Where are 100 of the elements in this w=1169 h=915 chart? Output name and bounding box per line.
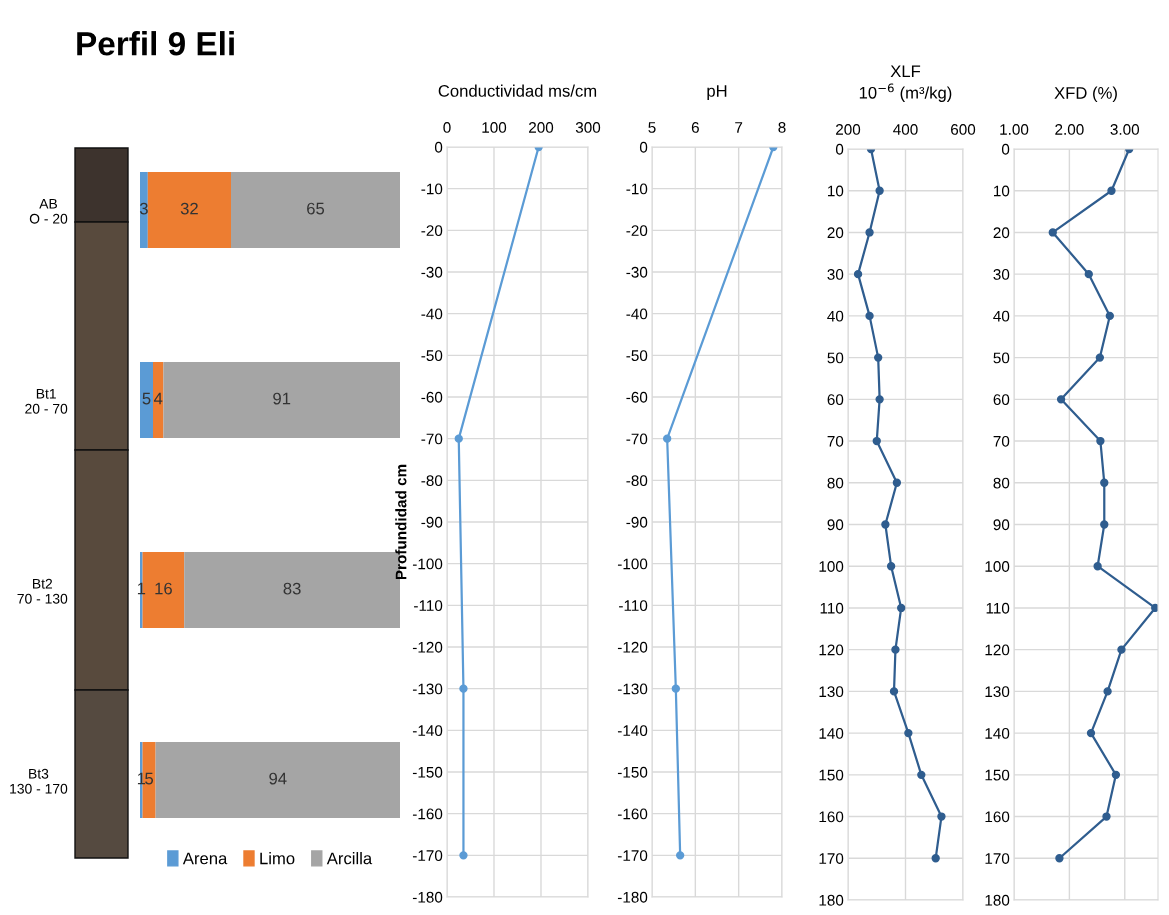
data-label: 32: [180, 202, 198, 215]
point: [1111, 770, 1121, 780]
y-tick-label: 180: [819, 894, 844, 906]
y-tick-label: 10: [994, 185, 1010, 197]
bar: [155, 742, 400, 818]
data-label: 1: [137, 772, 146, 785]
y-tick-label: -120: [617, 641, 648, 653]
data-label: 91: [273, 392, 291, 405]
y-tick-label: -170: [412, 850, 443, 862]
y-tick-label: -170: [617, 850, 648, 862]
y-tick-label: -90: [626, 516, 648, 528]
point: [937, 812, 946, 821]
y-tick-label: AB O - 20: [29, 199, 68, 224]
point: [1103, 687, 1112, 696]
bar: [140, 172, 148, 248]
point: [1055, 854, 1064, 863]
point: [897, 603, 906, 613]
point: [1095, 353, 1105, 362]
point: [881, 520, 890, 529]
chart-title: XFD (%): [1054, 86, 1117, 103]
y-tick-label: 90: [993, 519, 1010, 531]
y-tick-label: 60: [827, 394, 844, 406]
y-tick-label: -110: [414, 600, 443, 612]
y-tick-label: 140: [985, 727, 1010, 739]
bar: [140, 742, 143, 818]
y-tick-label: -70: [421, 433, 443, 445]
point: [917, 770, 926, 780]
point: [875, 395, 884, 404]
point: [889, 687, 899, 696]
y-tick-label: 50: [827, 352, 844, 364]
y-tick-label: 20: [993, 227, 1010, 239]
point: [1096, 436, 1105, 446]
y-tick-label: 0: [1001, 143, 1010, 155]
bar: [140, 552, 143, 628]
point: [1056, 395, 1066, 404]
y-tick-label: -30: [626, 266, 648, 278]
point: [1048, 228, 1057, 237]
point: [1100, 520, 1109, 529]
data-label: 83: [283, 582, 301, 595]
y-tick-label: -100: [617, 558, 648, 570]
data-label: 3: [139, 202, 148, 215]
y-tick-label: -50: [421, 350, 443, 362]
y-tick-label: -150: [412, 766, 443, 778]
point: [1084, 269, 1093, 279]
y-tick-label: 20: [827, 227, 844, 239]
y-tick-label: -60: [421, 391, 443, 403]
y-tick-label: 180: [985, 894, 1010, 906]
data-label: 65: [307, 202, 325, 215]
y-tick-label: 30: [827, 269, 844, 280]
y-tick-label: -30: [421, 266, 443, 278]
x-tick-label: 6: [691, 122, 699, 133]
y-tick-label: -40: [421, 308, 443, 320]
y-tick-label: 0: [835, 143, 844, 155]
y-tick-label: 70: [827, 435, 844, 447]
y-tick-label: -90: [421, 516, 443, 528]
x-tick-label: 100: [482, 122, 507, 133]
data-label: 5: [145, 772, 154, 785]
y-tick-label: 110: [986, 602, 1010, 614]
bar: [163, 362, 400, 438]
point: [1093, 562, 1102, 571]
x-tick-label: 7: [735, 122, 743, 133]
point: [874, 353, 883, 362]
y-tick-label: 120: [985, 644, 1010, 656]
x-tick-label: 0: [443, 122, 451, 133]
point: [1117, 645, 1126, 654]
x-tick-label: 1.00: [1000, 124, 1029, 135]
data-label: 5: [142, 392, 151, 405]
point: [891, 645, 900, 654]
data-label: 16: [155, 582, 172, 595]
y-tick-label: 170: [985, 853, 1010, 864]
point: [875, 186, 884, 195]
y-tick-label: 0: [434, 141, 443, 153]
y-tick-label: -20: [626, 225, 648, 237]
y-tick-label: -160: [412, 808, 443, 820]
y-tick-label: -110: [619, 600, 648, 612]
y-tick-label: -100: [412, 558, 443, 570]
point: [1100, 478, 1109, 487]
y-tick-label: -140: [412, 725, 443, 737]
data-label: 94: [269, 772, 287, 785]
x-tick-label: 8: [778, 122, 786, 133]
y-tick-label: 100: [819, 561, 844, 572]
y-tick-label: 140: [819, 727, 844, 739]
point: [872, 436, 881, 446]
y-tick-label: 80: [993, 477, 1010, 489]
y-tick-label: 120: [819, 644, 844, 656]
y-tick-label: -160: [617, 808, 648, 820]
y-axis-title: Profundidad cm: [395, 464, 407, 580]
y-tick-label: -180: [412, 891, 443, 903]
point: [904, 728, 913, 738]
y-tick-label: -80: [421, 475, 443, 487]
point: [865, 311, 874, 321]
x-tick-label: 5: [648, 122, 656, 133]
y-tick-label: 90: [827, 519, 844, 531]
bar: [140, 362, 153, 438]
point: [1105, 311, 1114, 321]
point: [459, 851, 468, 860]
point: [865, 228, 874, 237]
y-tick-label: 100: [985, 561, 1010, 572]
y-tick-label: 160: [985, 811, 1010, 823]
y-tick-label: 170: [819, 853, 844, 864]
